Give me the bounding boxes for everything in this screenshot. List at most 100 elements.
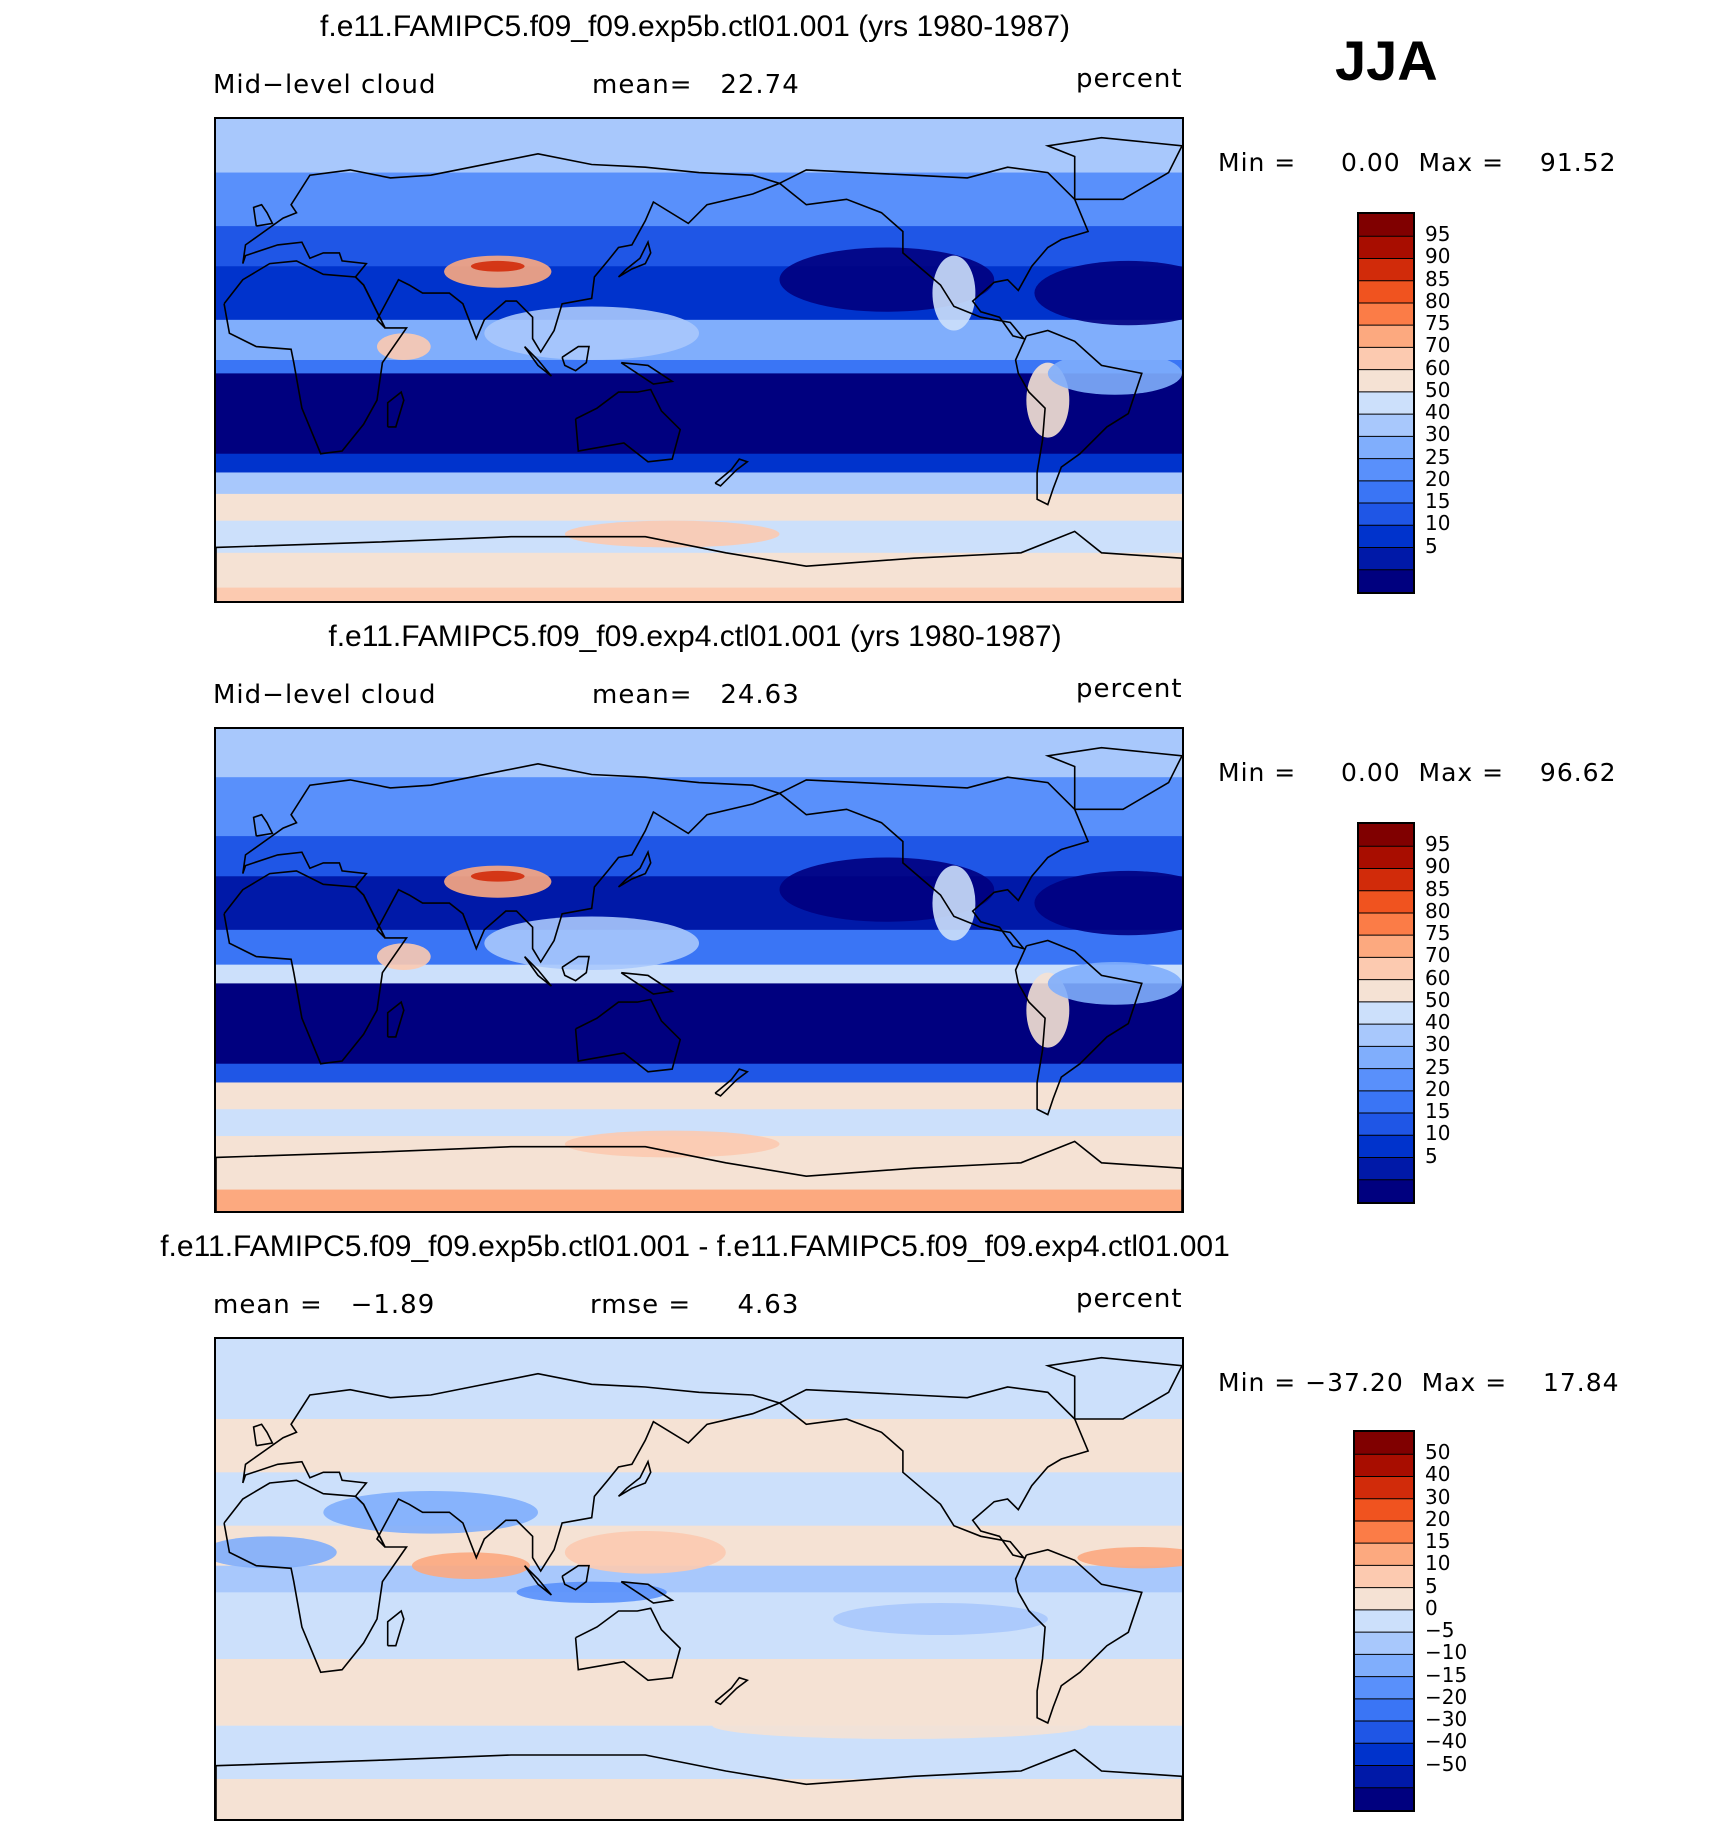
coastline bbox=[574, 388, 682, 463]
field-feature bbox=[1047, 351, 1182, 395]
panel-3-units-label: percent bbox=[1076, 1284, 1183, 1314]
panel-2-colorbar-svg bbox=[1359, 824, 1413, 1202]
colorbar-swatch bbox=[1359, 1001, 1413, 1025]
field-band bbox=[216, 472, 1182, 495]
coastline bbox=[574, 998, 682, 1073]
field-feature bbox=[564, 1130, 780, 1158]
colorbar-swatch bbox=[1355, 1520, 1413, 1544]
field-feature bbox=[564, 520, 780, 548]
panel-1-colorbar bbox=[1357, 212, 1415, 594]
coastline bbox=[216, 1140, 1182, 1211]
colorbar-tick-label: −5 bbox=[1425, 1618, 1455, 1643]
panel-2-minmax: Min = 0.00 Max = 96.62 bbox=[1218, 758, 1617, 787]
coastline bbox=[216, 1748, 1182, 1819]
field-feature bbox=[444, 865, 552, 898]
colorbar-tick-label: −10 bbox=[1425, 1640, 1468, 1665]
colorbar-tick-label: 20 bbox=[1425, 466, 1451, 491]
field-band bbox=[216, 983, 1182, 1065]
coastline bbox=[1044, 746, 1182, 811]
field-feature bbox=[1034, 870, 1182, 936]
field-band bbox=[216, 1189, 1182, 1211]
colorbar-swatch bbox=[1355, 1654, 1413, 1678]
colorbar-swatch bbox=[1359, 1024, 1413, 1047]
colorbar-tick-label: 50 bbox=[1425, 377, 1451, 402]
colorbar-swatch bbox=[1355, 1476, 1413, 1500]
colorbar-tick-label: 85 bbox=[1425, 266, 1451, 291]
colorbar-tick-label: −40 bbox=[1425, 1729, 1468, 1754]
colorbar-swatch bbox=[1359, 525, 1413, 549]
field-band bbox=[216, 1565, 1182, 1593]
colorbar-tick-label: 60 bbox=[1425, 355, 1451, 380]
colorbar-tick-label: 15 bbox=[1425, 1099, 1451, 1124]
colorbar-swatch bbox=[1359, 391, 1413, 415]
coastline bbox=[216, 530, 1182, 601]
coastline bbox=[386, 390, 405, 428]
field-feature bbox=[833, 1603, 1048, 1635]
colorbar-tick-label: 40 bbox=[1425, 1010, 1451, 1035]
coastline bbox=[714, 1676, 750, 1706]
coastline bbox=[523, 1565, 553, 1596]
colorbar-tick-label: 10 bbox=[1425, 1121, 1451, 1146]
coastline bbox=[574, 1607, 682, 1682]
panel-3-map-svg bbox=[216, 1339, 1182, 1819]
colorbar-swatch bbox=[1359, 302, 1413, 326]
colorbar-swatch bbox=[1359, 824, 1413, 847]
panel-1-map bbox=[214, 117, 1184, 603]
coastline bbox=[252, 203, 274, 227]
coastline bbox=[386, 1000, 405, 1038]
coastline bbox=[1044, 1356, 1182, 1420]
field-band bbox=[216, 964, 1182, 984]
field-band bbox=[216, 1779, 1182, 1819]
colorbar-swatch bbox=[1355, 1632, 1413, 1655]
field-feature bbox=[1034, 260, 1182, 326]
coastline bbox=[714, 1068, 749, 1097]
colorbar-tick-label: 50 bbox=[1425, 1440, 1451, 1465]
colorbar-tick-label: 80 bbox=[1425, 288, 1451, 313]
field-feature bbox=[932, 255, 976, 331]
colorbar-tick-label: 30 bbox=[1425, 422, 1451, 447]
colorbar-swatch bbox=[1359, 1090, 1413, 1114]
colorbar-swatch bbox=[1359, 325, 1413, 348]
field-feature bbox=[430, 392, 646, 435]
field-band bbox=[216, 777, 1182, 837]
panel-3-colorbar-svg bbox=[1355, 1432, 1413, 1810]
coastline bbox=[386, 1609, 405, 1647]
colorbar-tick-label: −50 bbox=[1425, 1751, 1468, 1776]
colorbar-tick-label: −15 bbox=[1425, 1662, 1468, 1687]
coastline bbox=[242, 762, 782, 964]
coastline bbox=[242, 152, 782, 354]
colorbar-swatch bbox=[1355, 1676, 1413, 1700]
colorbar-swatch bbox=[1355, 1498, 1413, 1522]
field-band bbox=[216, 119, 1182, 174]
colorbar-swatch bbox=[1359, 369, 1413, 393]
colorbar-tick-label: 85 bbox=[1425, 876, 1451, 901]
coastline bbox=[223, 870, 409, 1065]
colorbar-swatch bbox=[1359, 547, 1413, 571]
coastline bbox=[620, 1580, 675, 1604]
colorbar-tick-label: 40 bbox=[1425, 400, 1451, 425]
colorbar-swatch bbox=[1359, 503, 1413, 526]
colorbar-tick-label: −30 bbox=[1425, 1707, 1468, 1732]
field-feature bbox=[377, 943, 431, 970]
field-band bbox=[216, 929, 1182, 966]
colorbar-swatch bbox=[1355, 1765, 1413, 1789]
colorbar-tick-label: 25 bbox=[1425, 444, 1451, 469]
panel-2-mean-label: mean= 24.63 bbox=[592, 680, 800, 710]
field-band bbox=[216, 373, 1182, 455]
colorbar-tick-label: 0 bbox=[1425, 1595, 1438, 1620]
coastline bbox=[223, 1479, 409, 1674]
coastline bbox=[561, 955, 590, 982]
colorbar-swatch bbox=[1359, 1179, 1413, 1202]
field-band bbox=[216, 1162, 1182, 1191]
colorbar-tick-label: 80 bbox=[1425, 898, 1451, 923]
panel-2-colorbar bbox=[1357, 822, 1415, 1204]
colorbar-swatch bbox=[1359, 480, 1413, 504]
colorbar-tick-label: 20 bbox=[1425, 1506, 1451, 1531]
season-label: JJA bbox=[1335, 29, 1438, 92]
coastline bbox=[1014, 329, 1143, 506]
coastline bbox=[252, 1423, 274, 1447]
coastline bbox=[1044, 136, 1182, 201]
field-feature bbox=[1047, 961, 1182, 1005]
colorbar-swatch bbox=[1355, 1454, 1413, 1477]
coastline bbox=[242, 1372, 782, 1573]
